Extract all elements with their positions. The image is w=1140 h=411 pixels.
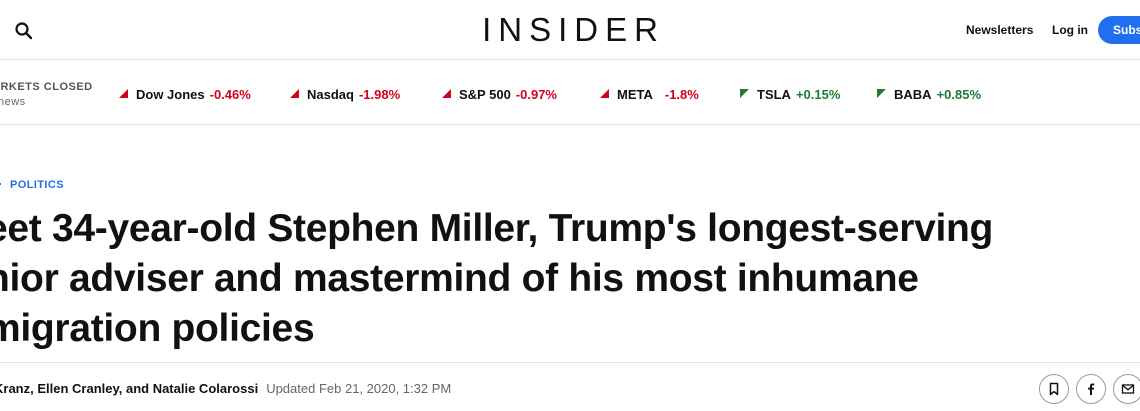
- site-logo[interactable]: INSIDER: [482, 11, 665, 48]
- section-bullet: [0, 183, 1, 185]
- bookmark-icon: [1049, 382, 1059, 396]
- ticker-item-sp500[interactable]: S&P 500 -0.97%: [442, 87, 557, 102]
- headline-line: migration policies: [0, 307, 315, 350]
- down-arrow-icon: [119, 89, 128, 98]
- divider: [0, 362, 1140, 363]
- up-arrow-icon: [877, 89, 886, 98]
- ticker-item-baba[interactable]: BABA +0.85%: [877, 87, 981, 102]
- email-share-button[interactable]: [1113, 374, 1140, 404]
- ticker-item-meta[interactable]: META -1.8%: [600, 87, 699, 102]
- down-arrow-icon: [600, 89, 609, 98]
- ticker-item-tsla[interactable]: TSLA +0.15%: [740, 87, 840, 102]
- markets-status: ARKETS CLOSED: [0, 81, 93, 93]
- search-button[interactable]: [12, 19, 36, 43]
- section-link-politics[interactable]: POLITICS: [0, 179, 64, 191]
- email-icon: [1121, 384, 1135, 394]
- byline: Kranz, Ellen Cranley, and Natalie Colaro…: [0, 381, 451, 396]
- headline-line: nior adviser and mastermind of his most …: [0, 257, 919, 300]
- down-arrow-icon: [442, 89, 451, 98]
- subscribe-button[interactable]: Subscribe: [1098, 16, 1140, 44]
- up-arrow-icon: [740, 89, 749, 98]
- article-headline: eet 34-year-old Stephen Miller, Trump's …: [0, 204, 1140, 354]
- facebook-share-button[interactable]: [1076, 374, 1106, 404]
- markets-sub: news: [0, 96, 26, 108]
- search-icon: [15, 22, 33, 40]
- market-ticker: ARKETS CLOSED news Dow Jones -0.46% Nasda…: [0, 61, 1140, 125]
- newsletters-link[interactable]: Newsletters: [966, 23, 1034, 37]
- ticker-item-dow-jones[interactable]: Dow Jones -0.46%: [119, 87, 251, 102]
- author-names[interactable]: Kranz, Ellen Cranley, and Natalie Colaro…: [0, 381, 259, 396]
- updated-timestamp: Updated Feb 21, 2020, 1:32 PM: [266, 381, 452, 396]
- bookmark-button[interactable]: [1039, 374, 1069, 404]
- login-link[interactable]: Log in: [1052, 23, 1088, 37]
- down-arrow-icon: [290, 89, 299, 98]
- site-header: INSIDER Newsletters Log in Subscribe: [0, 0, 1140, 60]
- headline-line: eet 34-year-old Stephen Miller, Trump's …: [0, 207, 994, 250]
- ticker-item-nasdaq[interactable]: Nasdaq -1.98%: [290, 87, 400, 102]
- facebook-icon: [1088, 383, 1095, 395]
